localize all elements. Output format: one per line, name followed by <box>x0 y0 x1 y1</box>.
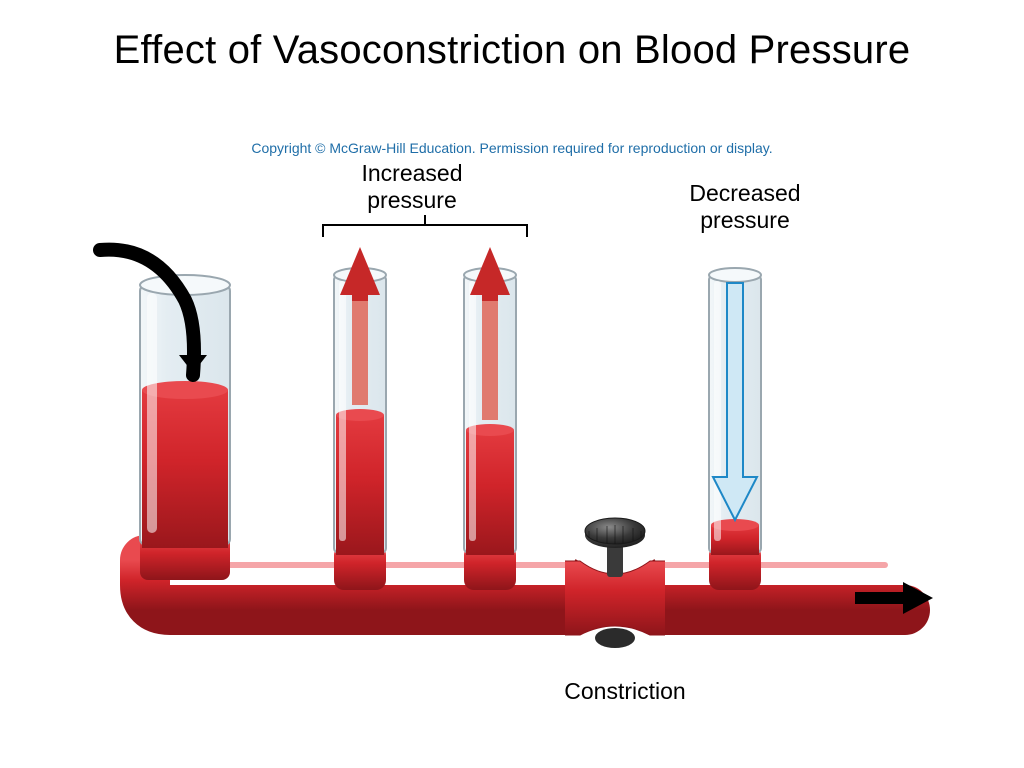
slide: Effect of Vasoconstriction on Blood Pres… <box>0 0 1024 768</box>
copyright-text: Copyright © McGraw-Hill Education. Permi… <box>0 140 1024 156</box>
bracket-icon <box>323 215 527 237</box>
diagram <box>85 155 935 685</box>
diagram-svg <box>85 155 935 685</box>
slide-title: Effect of Vasoconstriction on Blood Pres… <box>0 28 1024 73</box>
main-pipe <box>145 560 905 610</box>
